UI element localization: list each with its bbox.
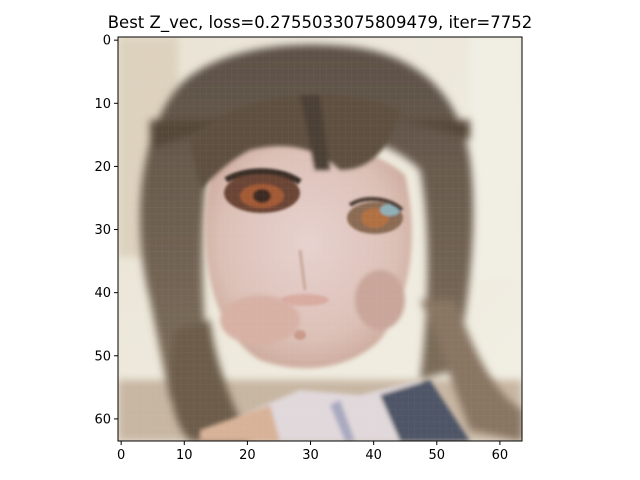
y-tick-label: 10 — [94, 97, 111, 112]
x-tick-label: 10 — [176, 448, 193, 463]
y-tick-label: 60 — [94, 412, 111, 427]
x-axis: 0 10 20 30 40 50 60 — [117, 441, 508, 463]
y-axis: 0 10 20 30 40 50 60 — [94, 34, 118, 427]
x-tick-label: 60 — [492, 448, 509, 463]
x-tick-label: 50 — [429, 448, 446, 463]
x-tick-label: 0 — [117, 448, 125, 463]
y-tick-label: 20 — [94, 160, 111, 175]
reconstructed-face-image — [118, 37, 522, 441]
y-tick-label: 50 — [94, 349, 111, 364]
x-tick-label: 40 — [365, 448, 382, 463]
x-tick-label: 20 — [239, 448, 256, 463]
axes-frame — [117, 36, 523, 442]
y-tick-label: 30 — [94, 223, 111, 238]
plot-title: Best Z_vec, loss=0.2755033075809479, ite… — [108, 13, 533, 33]
y-tick-label: 40 — [94, 286, 111, 301]
y-tick-label: 0 — [103, 34, 111, 49]
x-tick-label: 30 — [302, 448, 319, 463]
